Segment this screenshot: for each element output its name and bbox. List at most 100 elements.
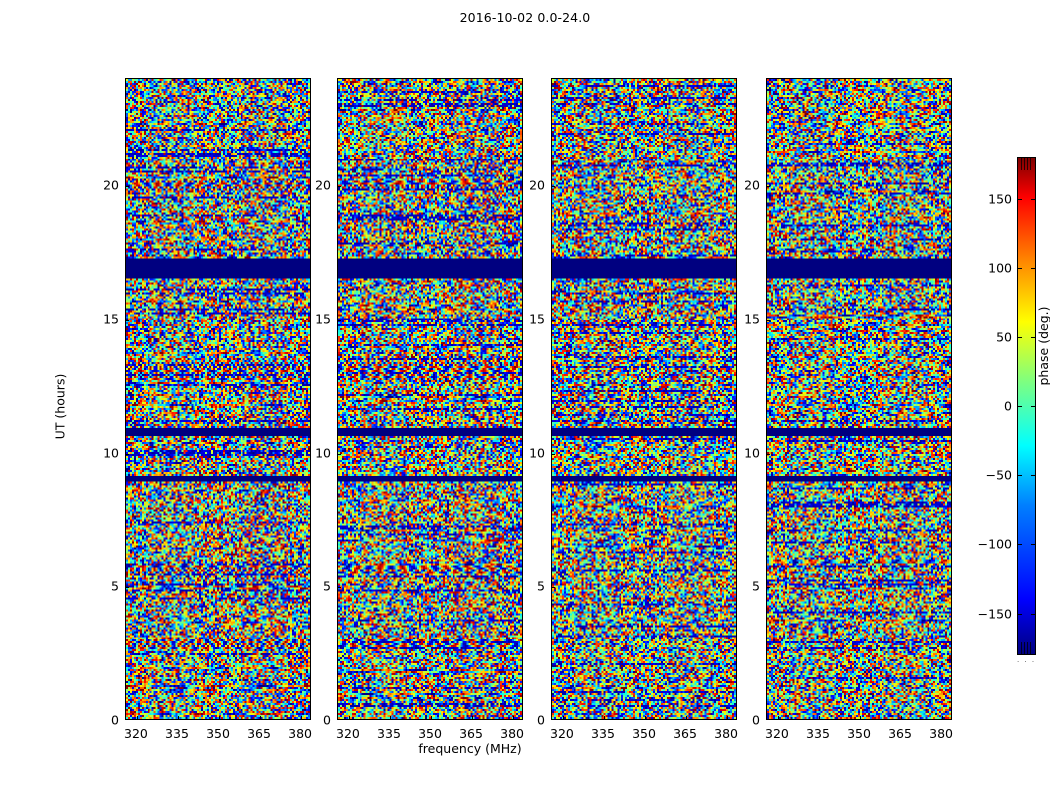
x-tick-mark (686, 716, 688, 719)
y-tick-mark (767, 186, 770, 187)
x-tick-label: 320 (765, 726, 789, 741)
x-tick-label: 335 (377, 726, 401, 741)
x-tick-label: 365 (888, 726, 912, 741)
y-tick-label: 10 (529, 445, 545, 460)
x-tick-label: 365 (459, 726, 483, 741)
y-tick-mark (767, 587, 770, 589)
x-tick-mark (603, 716, 605, 719)
x-tick-mark (348, 716, 350, 719)
colorbar-tick-mark (1017, 544, 1022, 546)
dynamic-spectrum-image (126, 79, 310, 719)
subplot-panel-yy: YY, BL V3*V8 (337, 78, 523, 720)
y-tick-mark (767, 319, 770, 321)
y-tick-mark (338, 453, 341, 455)
y-tick-mark (552, 587, 555, 589)
y-tick-label: 20 (315, 177, 331, 193)
x-tick-mark (219, 716, 220, 719)
y-tick-label: 15 (529, 311, 545, 327)
x-tick-label: 350 (632, 726, 656, 741)
x-tick-label: 350 (206, 726, 230, 741)
x-tick-mark (942, 716, 944, 719)
y-tick-mark (767, 453, 770, 455)
y-tick-label: 0 (752, 712, 760, 728)
colorbar-tick-mark (1017, 406, 1022, 407)
x-tick-mark (513, 716, 515, 719)
x-tick-mark (860, 716, 861, 719)
y-tick-label: 5 (111, 578, 119, 594)
dynamic-spectrum-image (552, 79, 736, 719)
subplot-panel-xy: XY, BL V3*V8 (551, 78, 737, 720)
x-tick-label: 350 (418, 726, 442, 741)
colorbar-tick-mark (1031, 406, 1036, 407)
subplot-panel-yx: YX, BL V3*V8 (766, 78, 952, 720)
y-tick-label: 5 (537, 578, 545, 594)
colorbar-tick-label: −50 (985, 467, 1012, 483)
y-tick-label: 20 (529, 177, 545, 193)
y-tick-mark (338, 186, 341, 187)
x-tick-label: 380 (288, 726, 312, 741)
y-tick-label: 0 (537, 712, 545, 728)
x-tick-mark (818, 716, 820, 719)
x-tick-mark (901, 716, 903, 719)
y-tick-mark (126, 453, 129, 455)
y-tick-label: 15 (103, 311, 119, 327)
y-tick-label: 20 (103, 177, 119, 193)
colorbar-underflow-dots: · · · · · · (1017, 658, 1036, 664)
colorbar-tick-mark (1017, 336, 1022, 338)
x-tick-mark (260, 716, 262, 719)
colorbar-tick-mark (1031, 475, 1036, 477)
x-tick-label: 380 (929, 726, 953, 741)
x-tick-label: 335 (806, 726, 830, 741)
colorbar-extend-min (1018, 642, 1035, 654)
colorbar-tick-mark (1031, 198, 1036, 200)
subplot-panel-xx: XX, BL V3*V8 (125, 78, 311, 720)
x-tick-mark (727, 716, 729, 719)
colorbar-tick-label: 0 (1004, 398, 1012, 414)
x-tick-label: 380 (714, 726, 738, 741)
x-tick-label: 365 (673, 726, 697, 741)
x-tick-mark (562, 716, 564, 719)
x-tick-mark (389, 716, 391, 719)
x-tick-label: 365 (247, 726, 271, 741)
y-tick-mark (552, 319, 555, 321)
colorbar-tick-label: 150 (988, 191, 1012, 206)
y-tick-mark (126, 587, 129, 589)
x-axis-label: frequency (MHz) (418, 741, 522, 756)
y-axis-label: UT (hours) (52, 373, 68, 440)
x-tick-mark (431, 716, 432, 719)
x-tick-mark (301, 716, 303, 719)
colorbar-tick-mark (1017, 613, 1022, 615)
colorbar-tick-mark (1017, 475, 1022, 477)
y-tick-label: 10 (744, 445, 760, 460)
y-tick-label: 15 (744, 311, 760, 327)
y-tick-label: 15 (315, 311, 331, 327)
y-tick-mark (552, 453, 555, 455)
colorbar-tick-label: −100 (977, 536, 1012, 552)
y-tick-label: 5 (323, 578, 331, 594)
x-tick-mark (472, 716, 474, 719)
x-tick-mark (136, 716, 138, 719)
y-tick-mark (338, 587, 341, 589)
colorbar-tick-label: 50 (996, 329, 1012, 345)
x-tick-label: 320 (550, 726, 574, 741)
y-tick-mark (126, 186, 129, 187)
y-tick-label: 20 (744, 177, 760, 193)
x-tick-label: 335 (165, 726, 189, 741)
y-tick-label: 10 (103, 445, 119, 460)
x-tick-mark (645, 716, 646, 719)
colorbar-label: phase (deg.) (1036, 306, 1050, 386)
dynamic-spectrum-image (338, 79, 522, 719)
colorbar-tick-mark (1031, 336, 1036, 338)
x-tick-label: 320 (124, 726, 148, 741)
y-tick-mark (552, 186, 555, 187)
colorbar-tick-mark (1031, 613, 1036, 615)
y-tick-mark (338, 319, 341, 321)
x-tick-label: 320 (336, 726, 360, 741)
y-tick-label: 5 (752, 578, 760, 594)
dynamic-spectrum-image (767, 79, 951, 719)
colorbar-tick-label: 100 (988, 260, 1012, 276)
colorbar-tick-mark (1031, 544, 1036, 546)
y-tick-label: 0 (323, 712, 331, 728)
y-tick-label: 10 (315, 445, 331, 460)
